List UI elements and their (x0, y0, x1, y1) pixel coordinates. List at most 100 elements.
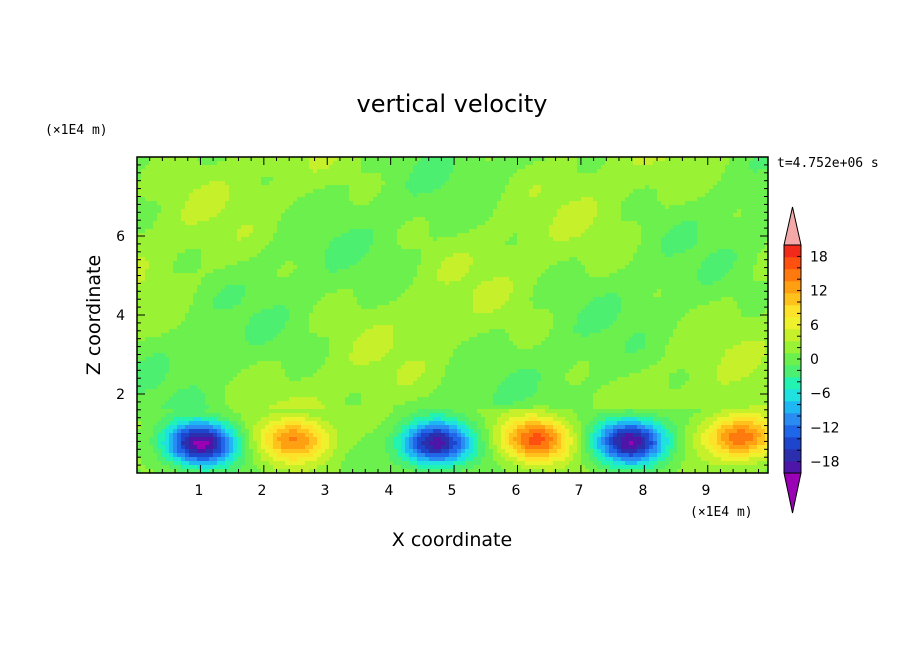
field-cell (481, 161, 486, 166)
field-cell (513, 177, 518, 182)
field-cell (541, 185, 546, 190)
field-cell (417, 229, 422, 234)
field-cell (709, 185, 714, 190)
field-cell (601, 265, 606, 270)
field-cell (721, 177, 726, 182)
field-cell (245, 249, 250, 254)
field-cell (265, 157, 270, 162)
field-cell (377, 213, 382, 218)
field-cell (425, 253, 430, 258)
field-cell (341, 181, 346, 186)
field-cell (201, 257, 206, 262)
field-cell (245, 213, 250, 218)
field-cell (369, 165, 374, 170)
field-cell (141, 221, 146, 226)
field-cell (333, 169, 338, 174)
field-cell (385, 261, 390, 266)
field-cell (253, 217, 258, 222)
field-cell (713, 201, 718, 206)
field-cell (637, 261, 642, 266)
field-cell (701, 225, 706, 230)
field-cell (337, 161, 342, 166)
field-cell (181, 213, 186, 218)
field-cell (325, 205, 330, 210)
field-cell (585, 205, 590, 210)
field-cell (285, 181, 290, 186)
field-cell (161, 177, 166, 182)
field-cell (173, 249, 178, 254)
field-cell (549, 181, 554, 186)
field-cell (265, 253, 270, 258)
field-cell (377, 229, 382, 234)
field-cell (485, 241, 490, 246)
field-cell (589, 257, 594, 262)
field-cell (249, 281, 254, 286)
field-cell (761, 225, 766, 230)
field-cell (237, 273, 242, 278)
field-cell (653, 177, 658, 182)
field-cell (377, 181, 382, 186)
field-cell (441, 185, 446, 190)
field-cell (273, 161, 278, 166)
field-cell (621, 213, 626, 218)
field-cell (433, 173, 438, 178)
field-cell (665, 205, 670, 210)
field-cell (173, 269, 178, 274)
field-cell (577, 181, 582, 186)
field-cell (313, 273, 318, 278)
field-cell (201, 173, 206, 178)
field-cell (601, 277, 606, 282)
field-cell (213, 201, 218, 206)
field-cell (157, 233, 162, 238)
field-cell (589, 225, 594, 230)
field-cell (537, 185, 542, 190)
field-cell (693, 273, 698, 278)
field-cell (681, 269, 686, 274)
field-cell (321, 205, 326, 210)
field-cell (325, 189, 330, 194)
field-cell (241, 189, 246, 194)
field-cell (365, 221, 370, 226)
field-cell (689, 253, 694, 258)
field-cell (221, 225, 226, 230)
field-cell (717, 157, 722, 162)
field-cell (605, 213, 610, 218)
field-cell (721, 165, 726, 170)
field-cell (365, 213, 370, 218)
field-cell (141, 241, 146, 246)
field-cell (497, 277, 502, 282)
field-cell (677, 269, 682, 274)
field-cell (489, 213, 494, 218)
field-cell (693, 197, 698, 202)
field-cell (397, 217, 402, 222)
field-cell (613, 233, 618, 238)
field-cell (269, 189, 274, 194)
field-cell (621, 237, 626, 242)
field-cell (341, 197, 346, 202)
field-cell (529, 257, 534, 262)
field-cell (505, 249, 510, 254)
field-cell (277, 229, 282, 234)
field-cell (457, 181, 462, 186)
field-cell (309, 201, 314, 206)
field-cell (529, 177, 534, 182)
field-cell (357, 249, 362, 254)
field-cell (137, 209, 142, 214)
field-cell (465, 273, 470, 278)
field-cell (517, 161, 522, 166)
field-cell (437, 197, 442, 202)
field-cell (349, 241, 354, 246)
field-cell (525, 257, 530, 262)
field-cell (521, 189, 526, 194)
field-cell (665, 193, 670, 198)
field-cell (449, 173, 454, 178)
field-cell (453, 273, 458, 278)
field-cell (625, 205, 630, 210)
field-cell (397, 177, 402, 182)
field-cell (601, 257, 606, 262)
field-cell (185, 269, 190, 274)
field-cell (601, 237, 606, 242)
field-cell (685, 169, 690, 174)
field-cell (381, 277, 386, 282)
field-cell (681, 185, 686, 190)
